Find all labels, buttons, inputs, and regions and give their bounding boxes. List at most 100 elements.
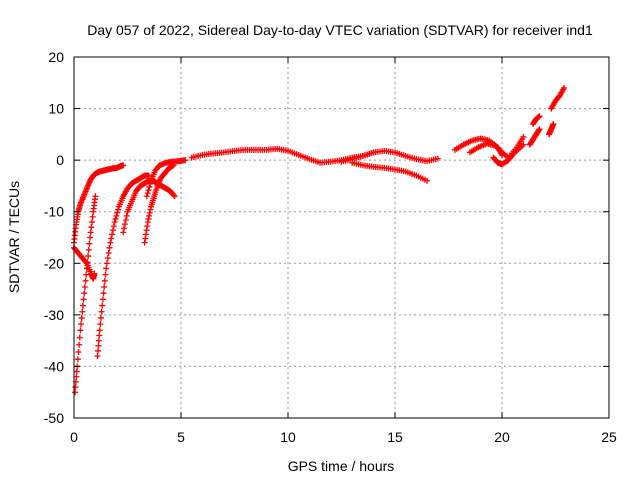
data-point <box>84 259 91 266</box>
data-point <box>122 216 129 223</box>
series-arc-f <box>141 162 177 246</box>
data-point <box>103 260 110 267</box>
data-point <box>146 183 153 190</box>
data-point <box>99 302 106 309</box>
chart-title: Day 057 of 2022, Sidereal Day-to-day VTE… <box>87 22 593 38</box>
x-tick-label: 20 <box>494 429 510 445</box>
y-tick-label: -20 <box>44 255 64 271</box>
data-point <box>120 162 127 169</box>
y-tick-label: -40 <box>44 358 64 374</box>
data-point <box>109 231 116 238</box>
data-point <box>78 321 85 328</box>
data-point <box>75 348 82 355</box>
data-point <box>91 270 98 277</box>
data-point <box>76 334 83 341</box>
x-tick-label: 15 <box>387 429 403 445</box>
data-point <box>102 271 109 278</box>
series-arc-o <box>530 113 543 128</box>
data-point <box>107 239 114 246</box>
series-arc-c <box>72 193 99 396</box>
data-point <box>87 234 94 241</box>
data-point <box>86 240 93 247</box>
data-point <box>115 206 122 213</box>
data-point <box>112 215 119 222</box>
data-point <box>561 84 568 91</box>
x-axis-label: GPS time / hours <box>288 458 395 474</box>
data-point <box>103 265 110 272</box>
series-arc-j <box>349 159 431 184</box>
data-point <box>520 133 527 140</box>
data-point <box>145 172 152 179</box>
data-point <box>96 327 103 334</box>
data-point <box>424 177 431 184</box>
data-point <box>104 255 111 262</box>
data-point <box>110 223 117 230</box>
data-point <box>96 332 103 339</box>
data-point <box>106 244 113 251</box>
data-point <box>83 265 90 272</box>
data-point <box>80 296 87 303</box>
data-point <box>123 212 130 219</box>
data-point <box>108 235 115 242</box>
data-point <box>92 193 99 200</box>
data-point <box>74 356 81 363</box>
data-point <box>170 192 177 199</box>
tick-labels: 0 5 10 15 20 25 -50 -40 -30 -20 -10 0 10 20 <box>44 49 617 445</box>
data-point <box>72 384 79 391</box>
y-tick-label: -10 <box>44 204 64 220</box>
x-tick-label: 5 <box>177 429 185 445</box>
data-point <box>121 221 128 228</box>
data-point <box>94 353 101 360</box>
data-point <box>120 229 127 236</box>
data-point <box>99 296 106 303</box>
data-point <box>145 187 152 194</box>
data-point <box>82 277 89 284</box>
data-point <box>97 314 104 321</box>
data-point <box>97 321 104 328</box>
x-tick-label: 25 <box>601 429 617 445</box>
data-points <box>71 84 568 396</box>
series-arc-n <box>526 126 543 148</box>
data-point <box>94 347 101 354</box>
y-axis-label: SDTVAR / TECUs <box>6 181 22 293</box>
series-arc-g <box>143 157 189 200</box>
data-point <box>105 249 112 256</box>
data-point <box>550 121 557 128</box>
series-arc-i <box>338 147 441 165</box>
data-point <box>95 342 102 349</box>
x-tick-label: 0 <box>70 429 78 445</box>
y-tick-label: 10 <box>48 101 64 117</box>
data-point <box>78 314 85 321</box>
data-point <box>88 219 95 226</box>
data-point <box>536 126 543 133</box>
data-point <box>143 193 150 200</box>
data-point <box>182 157 189 164</box>
series-arc-d <box>94 172 152 360</box>
data-point <box>147 180 154 187</box>
data-point <box>101 284 108 291</box>
data-point <box>144 190 151 197</box>
data-point <box>89 213 96 220</box>
data-point <box>536 113 543 120</box>
y-tick-label: -30 <box>44 307 64 323</box>
data-point <box>88 224 95 231</box>
data-point <box>85 246 92 253</box>
data-point <box>121 225 128 232</box>
data-point <box>434 155 441 162</box>
data-point <box>114 209 121 216</box>
data-point <box>520 141 527 148</box>
data-point <box>85 253 92 260</box>
data-point <box>81 284 88 291</box>
series-arc-a <box>71 162 127 246</box>
y-tick-label: 20 <box>48 49 64 65</box>
data-point <box>81 290 88 297</box>
data-point <box>171 193 178 200</box>
series-arc-q <box>548 84 568 112</box>
series-arc-m <box>490 141 527 168</box>
data-point <box>101 277 108 284</box>
data-point <box>109 227 116 234</box>
plot-frame <box>73 56 610 419</box>
axis-ticks <box>73 56 610 419</box>
data-point <box>73 368 80 375</box>
